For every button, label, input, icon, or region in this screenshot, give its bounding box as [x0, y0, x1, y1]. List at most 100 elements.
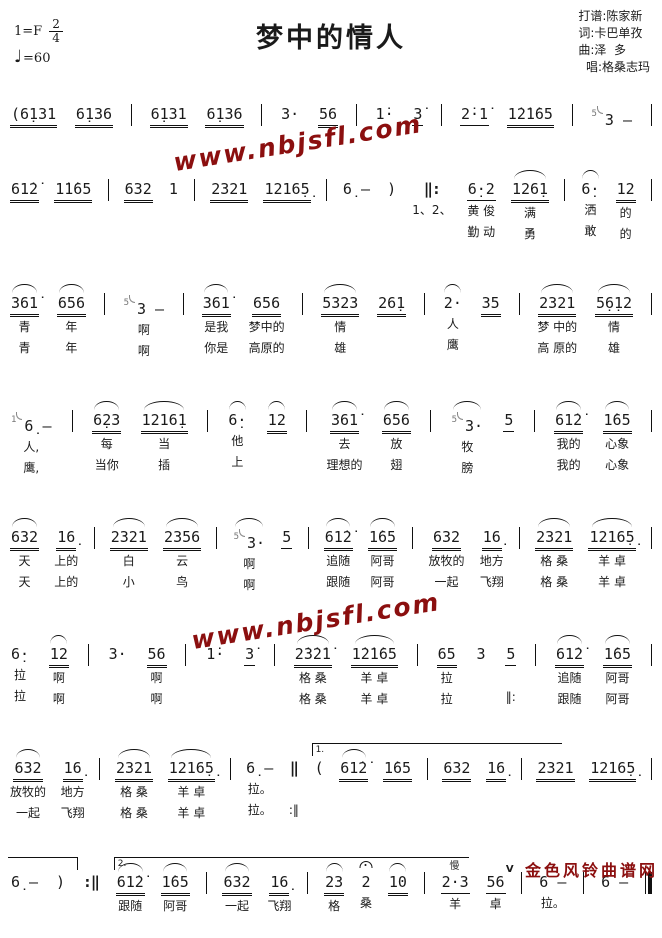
note-column: 5̣6̣12 情雄 — [594, 284, 634, 359]
note-column: 1̇65 阿哥 阿哥 — [368, 518, 398, 593]
barline — [307, 872, 309, 936]
note-token: 1̇2̇1̇65 — [506, 104, 554, 128]
lyric-line2: 跟随 — [557, 692, 582, 706]
note-token: 2321 — [109, 518, 148, 551]
lyric-line1: 一起 — [224, 899, 249, 913]
note-column: 61̇2̇ 2. 跟随 — [113, 857, 469, 938]
lyric-line2: :‖ — [288, 803, 299, 817]
barline — [307, 527, 309, 591]
barline — [521, 872, 523, 936]
lyric-line1: 格 桑 — [540, 554, 569, 568]
barline-glyph — [518, 293, 520, 315]
lyric-line1: 放牧的 — [10, 785, 47, 799]
note-column: 12 啊啊 — [48, 635, 69, 710]
note-column: 1̇· — [375, 104, 395, 125]
barline-glyph — [650, 104, 652, 126]
grace-note: 5 — [234, 532, 247, 542]
barline-glyph — [651, 758, 652, 780]
note-column: (6̣131 — [10, 104, 58, 128]
note-token: 5323 — [321, 284, 360, 317]
lyric-line1: 拉 — [14, 668, 27, 682]
lyric-line1: 梦中的 — [248, 320, 285, 334]
note-column: 5323 情雄 — [321, 284, 360, 359]
barline-glyph — [650, 293, 652, 315]
note-column: 3̇ — [244, 644, 256, 708]
lyric-line2: 拉。 — [247, 803, 272, 817]
lyric-line2: 拉 — [14, 689, 27, 703]
lyric-line2: 当你 — [94, 458, 119, 472]
system-line: 632 天天 16̣ 上的 上的 2321 白小 2356 云鸟 5 3· 啊啊 5 61̇2̇ 追随 跟随 1… — [8, 512, 654, 596]
note-column: 12 的的 — [615, 179, 636, 245]
note-token: 12 — [48, 635, 69, 668]
note-column: 3̇ — [412, 104, 424, 126]
note-column: 6̣· 他上 — [227, 401, 247, 473]
barline-glyph — [229, 758, 231, 780]
note-column: 16̣ 上的 上的 — [54, 527, 78, 593]
lyric-line2: 你是 — [204, 341, 229, 355]
note-token: 61̇2̇ — [323, 518, 353, 551]
barline — [107, 179, 109, 243]
note-token: 3 — [476, 645, 486, 663]
lyric-line1: 的 — [619, 206, 632, 220]
lyric-line2: 格 桑 — [120, 806, 148, 820]
note-column: 1̇65 心象 心象 — [602, 401, 632, 476]
note-token: 2321 — [114, 749, 154, 782]
lyric-line1: 洒 — [584, 203, 597, 217]
barline-glyph — [71, 410, 73, 432]
note-token: 361̇ — [10, 284, 40, 317]
note-column: 1̇2̇1̇65 羊 卓羊 卓 — [350, 635, 398, 710]
note-token: 2321 — [535, 518, 574, 551]
note-token: 3̇ — [412, 104, 424, 126]
lyric-line2: 小 — [122, 575, 135, 589]
barline — [430, 410, 432, 474]
lyric-line2: 天 — [18, 575, 31, 589]
note-token: 26̣1 — [377, 293, 407, 317]
note-column: 5 — [503, 410, 515, 474]
lyric-line1: 拉。 — [540, 896, 565, 910]
barline-glyph — [650, 179, 652, 201]
lyric-line1: 地方 — [60, 785, 85, 799]
note-column: 6̣131 — [149, 104, 188, 128]
lyric-line1: 天 — [18, 554, 31, 568]
lyric-line1: 每 — [100, 437, 113, 451]
note-token: 1216̣5̣ — [167, 749, 215, 782]
barline-glyph — [93, 527, 95, 549]
lyric-line1: 阿哥 — [163, 899, 188, 913]
lyric-line2: 上 — [231, 455, 244, 469]
lyric-line1: 人 — [446, 317, 459, 331]
tempo-marking: ♩=60 — [14, 47, 63, 67]
lyric-line1: 拉 — [440, 671, 453, 685]
grace-note: 1 — [11, 415, 24, 425]
lyric-line2: 鹰 — [446, 338, 459, 352]
barline — [441, 104, 443, 126]
barline-glyph: ‖ — [289, 759, 299, 777]
barline — [564, 179, 566, 243]
barline-glyph — [426, 758, 428, 780]
note-token: 5 — [281, 527, 293, 549]
lyric-line2: ‖: — [505, 690, 516, 704]
note-column: ) — [55, 872, 66, 935]
note-token: 5 — [505, 644, 517, 666]
barline — [412, 527, 414, 591]
lyric-line2: 格 桑 — [298, 692, 327, 706]
volta-bracket — [8, 857, 78, 870]
note-column: 3· — [280, 104, 300, 125]
note-token: 656 — [381, 401, 411, 434]
barline — [535, 644, 537, 708]
barline-glyph — [261, 104, 263, 126]
note-token: 632 — [442, 758, 472, 782]
note-token: ) — [55, 873, 65, 891]
lyric-line1: 放牧的 — [428, 554, 465, 568]
barline: ‖: 1、2、 — [412, 179, 451, 242]
barline-glyph — [650, 527, 652, 549]
note-token: ( — [314, 759, 324, 777]
barline — [71, 410, 73, 474]
note-column: 1 — [168, 179, 179, 242]
barline-glyph — [325, 179, 327, 201]
note-token: 632 — [13, 749, 43, 782]
barline — [130, 104, 132, 126]
note-token: 632 — [222, 863, 252, 896]
note-column: 2321 白小 — [109, 518, 148, 593]
barline — [645, 872, 652, 936]
